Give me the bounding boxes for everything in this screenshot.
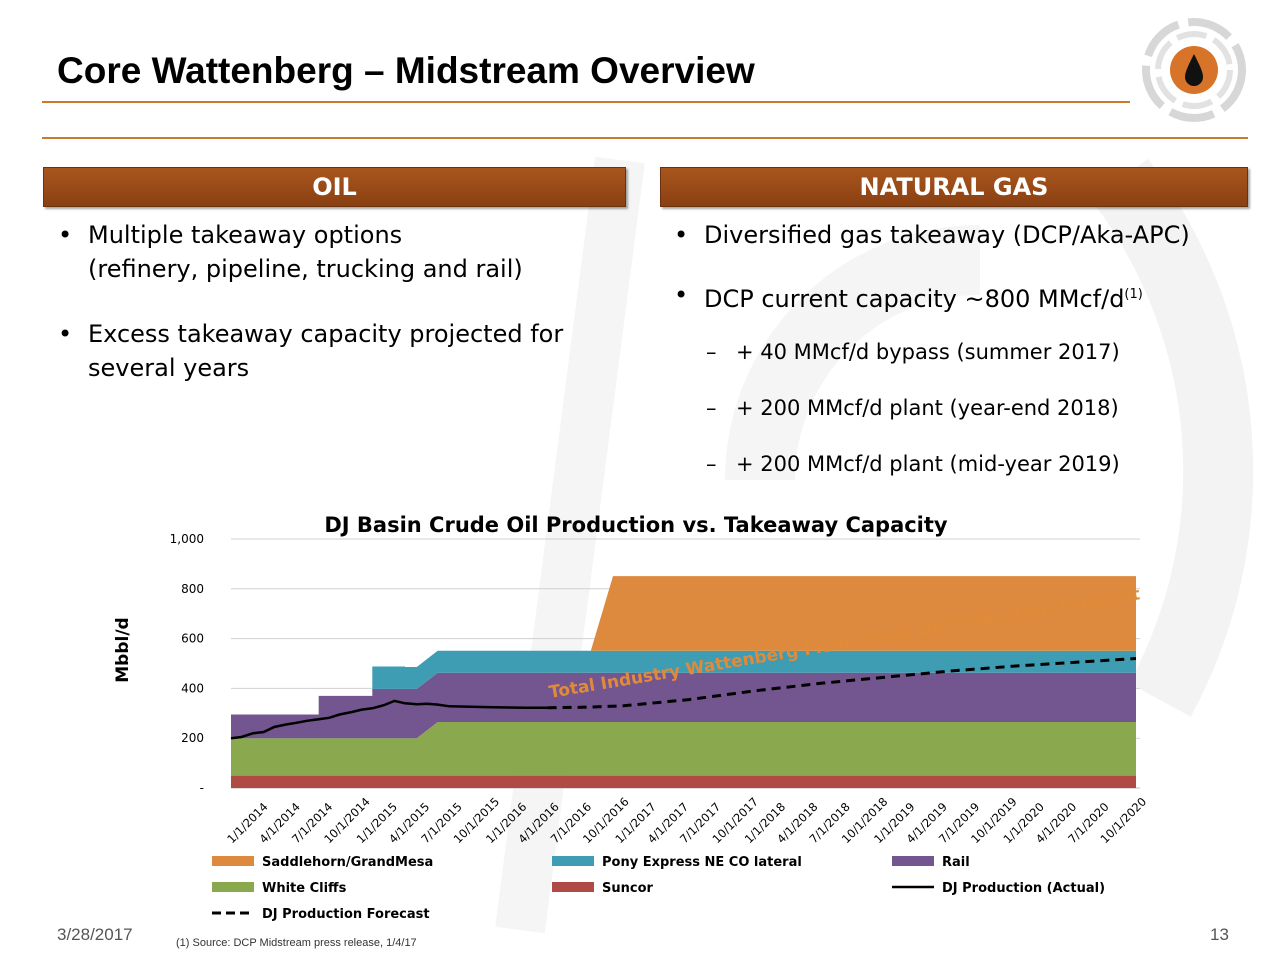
y-tick-label: -	[200, 781, 204, 795]
production-vs-capacity-chart: DJ Basin Crude Oil Production vs. Takeaw…	[113, 513, 1150, 922]
company-logo-icon	[1142, 18, 1246, 122]
area-white-cliffs	[231, 722, 1136, 776]
dash-marker: –	[706, 340, 717, 364]
y-tick-label: 600	[181, 632, 204, 646]
gas-bullet-2: • DCP current capacity ~800 MMcf/d(1)	[674, 278, 1264, 316]
legend-label: DJ Production Forecast	[262, 907, 430, 922]
natural-gas-header: NATURAL GAS	[660, 167, 1248, 207]
title-underline	[42, 101, 1130, 103]
area-suncor	[231, 775, 1136, 788]
legend-swatch-pony	[552, 856, 594, 866]
gas-sub-3-text: + 200 MMcf/d plant (mid-year 2019)	[736, 452, 1120, 476]
oil-header: OIL	[43, 167, 626, 207]
area-saddlehorn-grandmesa	[231, 576, 1136, 715]
legend-label: Saddlehorn/GrandMesa	[262, 855, 433, 870]
legend-swatch-white_cliffs	[212, 882, 254, 892]
slide-date: 3/28/2017	[57, 925, 133, 944]
page-number: 13	[1210, 925, 1229, 944]
oil-bullet-2-line1: Excess takeaway capacity projected for	[88, 320, 564, 348]
dash-marker: –	[706, 452, 717, 476]
oil-bullet-1: • Multiple takeaway options (refinery, p…	[58, 218, 628, 286]
y-axis-label: Mbbl/d	[113, 617, 133, 682]
gas-bullet-1-text: Diversified gas takeaway (DCP/Aka-APC)	[704, 221, 1190, 249]
gas-bullet-2-text: DCP current capacity ~800 MMcf/d	[704, 285, 1125, 313]
oil-bullet-1-line2: (refinery, pipeline, trucking and rail)	[88, 255, 523, 283]
gas-sub-1-text: + 40 MMcf/d bypass (summer 2017)	[736, 340, 1120, 364]
area-rail	[231, 672, 1136, 739]
gas-bullet-1: • Diversified gas takeaway (DCP/Aka-APC)	[674, 218, 1264, 252]
x-tick-label: 10/1/2020	[1098, 795, 1150, 847]
legend-label: White Cliffs	[262, 881, 347, 896]
footnote-ref: (1)	[1124, 287, 1143, 302]
legend-swatch-saddlehorn	[212, 856, 254, 866]
section-divider	[42, 137, 1248, 139]
oil-bullet-2-line2: several years	[88, 354, 250, 382]
bullet-marker: •	[674, 221, 689, 249]
gas-sub-2-text: + 200 MMcf/d plant (year-end 2018)	[736, 396, 1119, 420]
y-tick-label: 1,000	[170, 532, 204, 546]
legend-label: Suncor	[602, 881, 654, 896]
legend-swatch-rail	[892, 856, 934, 866]
oil-bullet-1-line1: Multiple takeaway options	[88, 221, 403, 249]
slide-title: Core Wattenberg – Midstream Overview	[57, 50, 755, 91]
bullet-marker: •	[674, 281, 689, 309]
area-pony-express-ne-co-lateral	[231, 650, 1136, 715]
legend-label: DJ Production (Actual)	[942, 881, 1105, 896]
y-tick-label: 800	[181, 582, 204, 596]
chart-title: DJ Basin Crude Oil Production vs. Takeaw…	[324, 513, 948, 537]
dash-marker: –	[706, 396, 717, 420]
actual-line	[230, 699, 548, 740]
y-tick-label: 200	[181, 731, 204, 745]
gas-sub-2: – + 200 MMcf/d plant (year-end 2018)	[706, 396, 1119, 420]
bullet-marker: •	[58, 221, 73, 249]
y-tick-label: 400	[181, 681, 204, 695]
legend-label: Pony Express NE CO lateral	[602, 855, 802, 870]
footnote: (1) Source: DCP Midstream press release,…	[176, 937, 417, 949]
gas-sub-3: – + 200 MMcf/d plant (mid-year 2019)	[706, 452, 1120, 476]
legend-swatch-suncor	[552, 882, 594, 892]
gas-sub-1: – + 40 MMcf/d bypass (summer 2017)	[706, 340, 1120, 364]
forecast-line	[547, 657, 1137, 710]
oil-bullet-2: • Excess takeaway capacity projected for…	[58, 317, 628, 385]
legend-label: Rail	[942, 855, 970, 870]
bullet-marker: •	[58, 320, 73, 348]
